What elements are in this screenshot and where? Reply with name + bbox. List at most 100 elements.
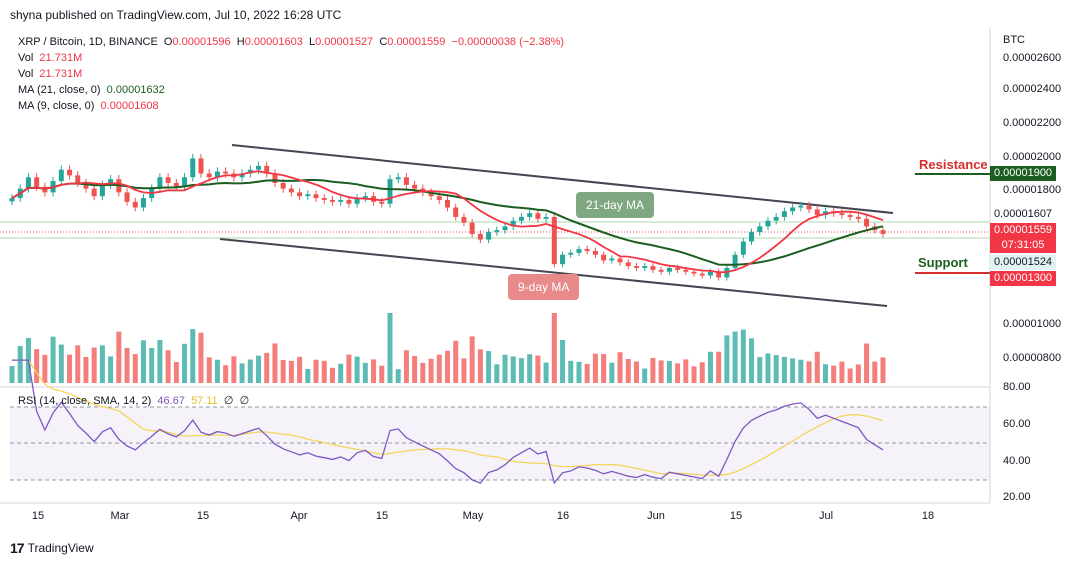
volume-bar: [403, 350, 409, 383]
support-price-tag: 0.00001300: [990, 271, 1056, 286]
volume-bar: [9, 366, 15, 383]
volume-bar: [592, 353, 598, 383]
volume-bar: [716, 351, 722, 383]
price-tick: 0.00002400: [1003, 83, 1062, 95]
candle-body: [354, 198, 360, 204]
volume-bar: [707, 351, 713, 383]
candle-body: [855, 216, 861, 219]
volume-bar: [814, 351, 820, 383]
candle-body: [173, 182, 179, 187]
candle-body: [214, 171, 220, 178]
volume-bar: [749, 338, 755, 383]
candle-body: [880, 230, 886, 234]
close-value: 0.00001559: [387, 36, 446, 48]
candle-body: [625, 262, 631, 267]
candle-body: [223, 171, 229, 174]
candle-body: [91, 188, 97, 197]
candle-body: [543, 216, 549, 219]
resistance-label: Resistance: [919, 157, 988, 172]
volume-bar: [535, 355, 541, 383]
volume-bar: [781, 356, 787, 383]
candle-body: [601, 254, 607, 261]
price-tick: 0.00000800: [1003, 352, 1062, 364]
volume-bar: [124, 347, 130, 383]
volume-bar: [264, 352, 270, 383]
volume-bar: [724, 335, 730, 383]
candle-body: [527, 213, 533, 217]
volume-bar: [321, 360, 327, 383]
rsi-line: [12, 359, 884, 485]
volume-bar: [568, 360, 574, 383]
change-value: −0.00000038 (−2.38%): [451, 36, 565, 48]
candle-body: [190, 158, 196, 178]
candle-body: [387, 179, 393, 204]
volume-bar: [329, 367, 335, 383]
resistance-price-tag: 0.00001900: [990, 166, 1056, 181]
legend-vol-2-label: Vol: [18, 68, 34, 80]
volume-bar: [765, 353, 771, 383]
volume-bar: [527, 354, 533, 383]
volume-bar: [847, 368, 853, 383]
volume-bar: [601, 353, 607, 383]
high-value: 0.00001603: [244, 36, 303, 48]
time-tick: 18: [921, 510, 935, 522]
candle-body: [132, 201, 138, 208]
candle-body: [165, 177, 171, 183]
candle-body: [379, 201, 385, 204]
volume-bar: [683, 359, 689, 383]
volume-bar: [362, 362, 368, 383]
candle-body: [518, 216, 524, 221]
candle-body: [75, 175, 81, 183]
candle-body: [765, 220, 771, 227]
candle-body: [806, 205, 812, 210]
candle-body: [691, 271, 697, 274]
candle-body: [9, 198, 15, 202]
volume-bar: [182, 343, 188, 383]
volume-bar: [658, 360, 664, 383]
upper-trendline: [231, 144, 894, 214]
candle-body: [666, 267, 672, 272]
candle-body: [461, 216, 467, 223]
legend-ma21: MA (21, close, 0) 0.00001632: [18, 82, 165, 98]
candle-body: [707, 271, 713, 276]
price-tick: 0.00002600: [1003, 52, 1062, 64]
symbol-header: XRP / Bitcoin, 1D, BINANCE O0.00001596 H…: [18, 34, 564, 50]
legend-vol-2: Vol 21.731M: [18, 66, 82, 82]
volume-bar: [790, 358, 796, 383]
candle-body: [83, 182, 89, 189]
volume-bar: [288, 360, 294, 383]
candle-body: [140, 198, 146, 208]
volume-bar: [773, 355, 779, 383]
volume-bar: [560, 339, 566, 383]
rsi-tick: 80.00: [1003, 381, 1031, 393]
candle-body: [445, 199, 450, 208]
volume-bar: [864, 343, 870, 383]
time-tick: 15: [196, 510, 210, 522]
candle-body: [321, 198, 327, 200]
candle-body: [699, 273, 705, 276]
candle-body: [781, 211, 787, 217]
ma21-callout: 21-day MA: [576, 192, 655, 218]
volume-bar: [798, 359, 804, 383]
candle-body: [239, 173, 245, 178]
volume-bar: [198, 332, 204, 383]
rsi-sma-value: 57.11: [191, 395, 218, 407]
open-label: O: [163, 36, 173, 48]
candle-body: [642, 266, 648, 268]
volume-bar: [740, 329, 746, 383]
volume-bar: [83, 357, 89, 383]
volume-bar: [67, 354, 73, 383]
candle-body: [683, 269, 689, 272]
candle-body: [453, 207, 459, 217]
volume-bar: [354, 356, 360, 383]
candle-body: [403, 177, 409, 185]
volume-bar: [502, 354, 508, 383]
volume-bar: [806, 361, 812, 383]
ma21-price-tag: 0.00001607: [993, 208, 1053, 220]
volume-bar: [617, 352, 623, 383]
volume-bar: [313, 359, 319, 383]
volume-bar: [469, 336, 475, 383]
rsi-tick: 40.00: [1003, 455, 1031, 467]
volume-bar: [699, 362, 705, 383]
